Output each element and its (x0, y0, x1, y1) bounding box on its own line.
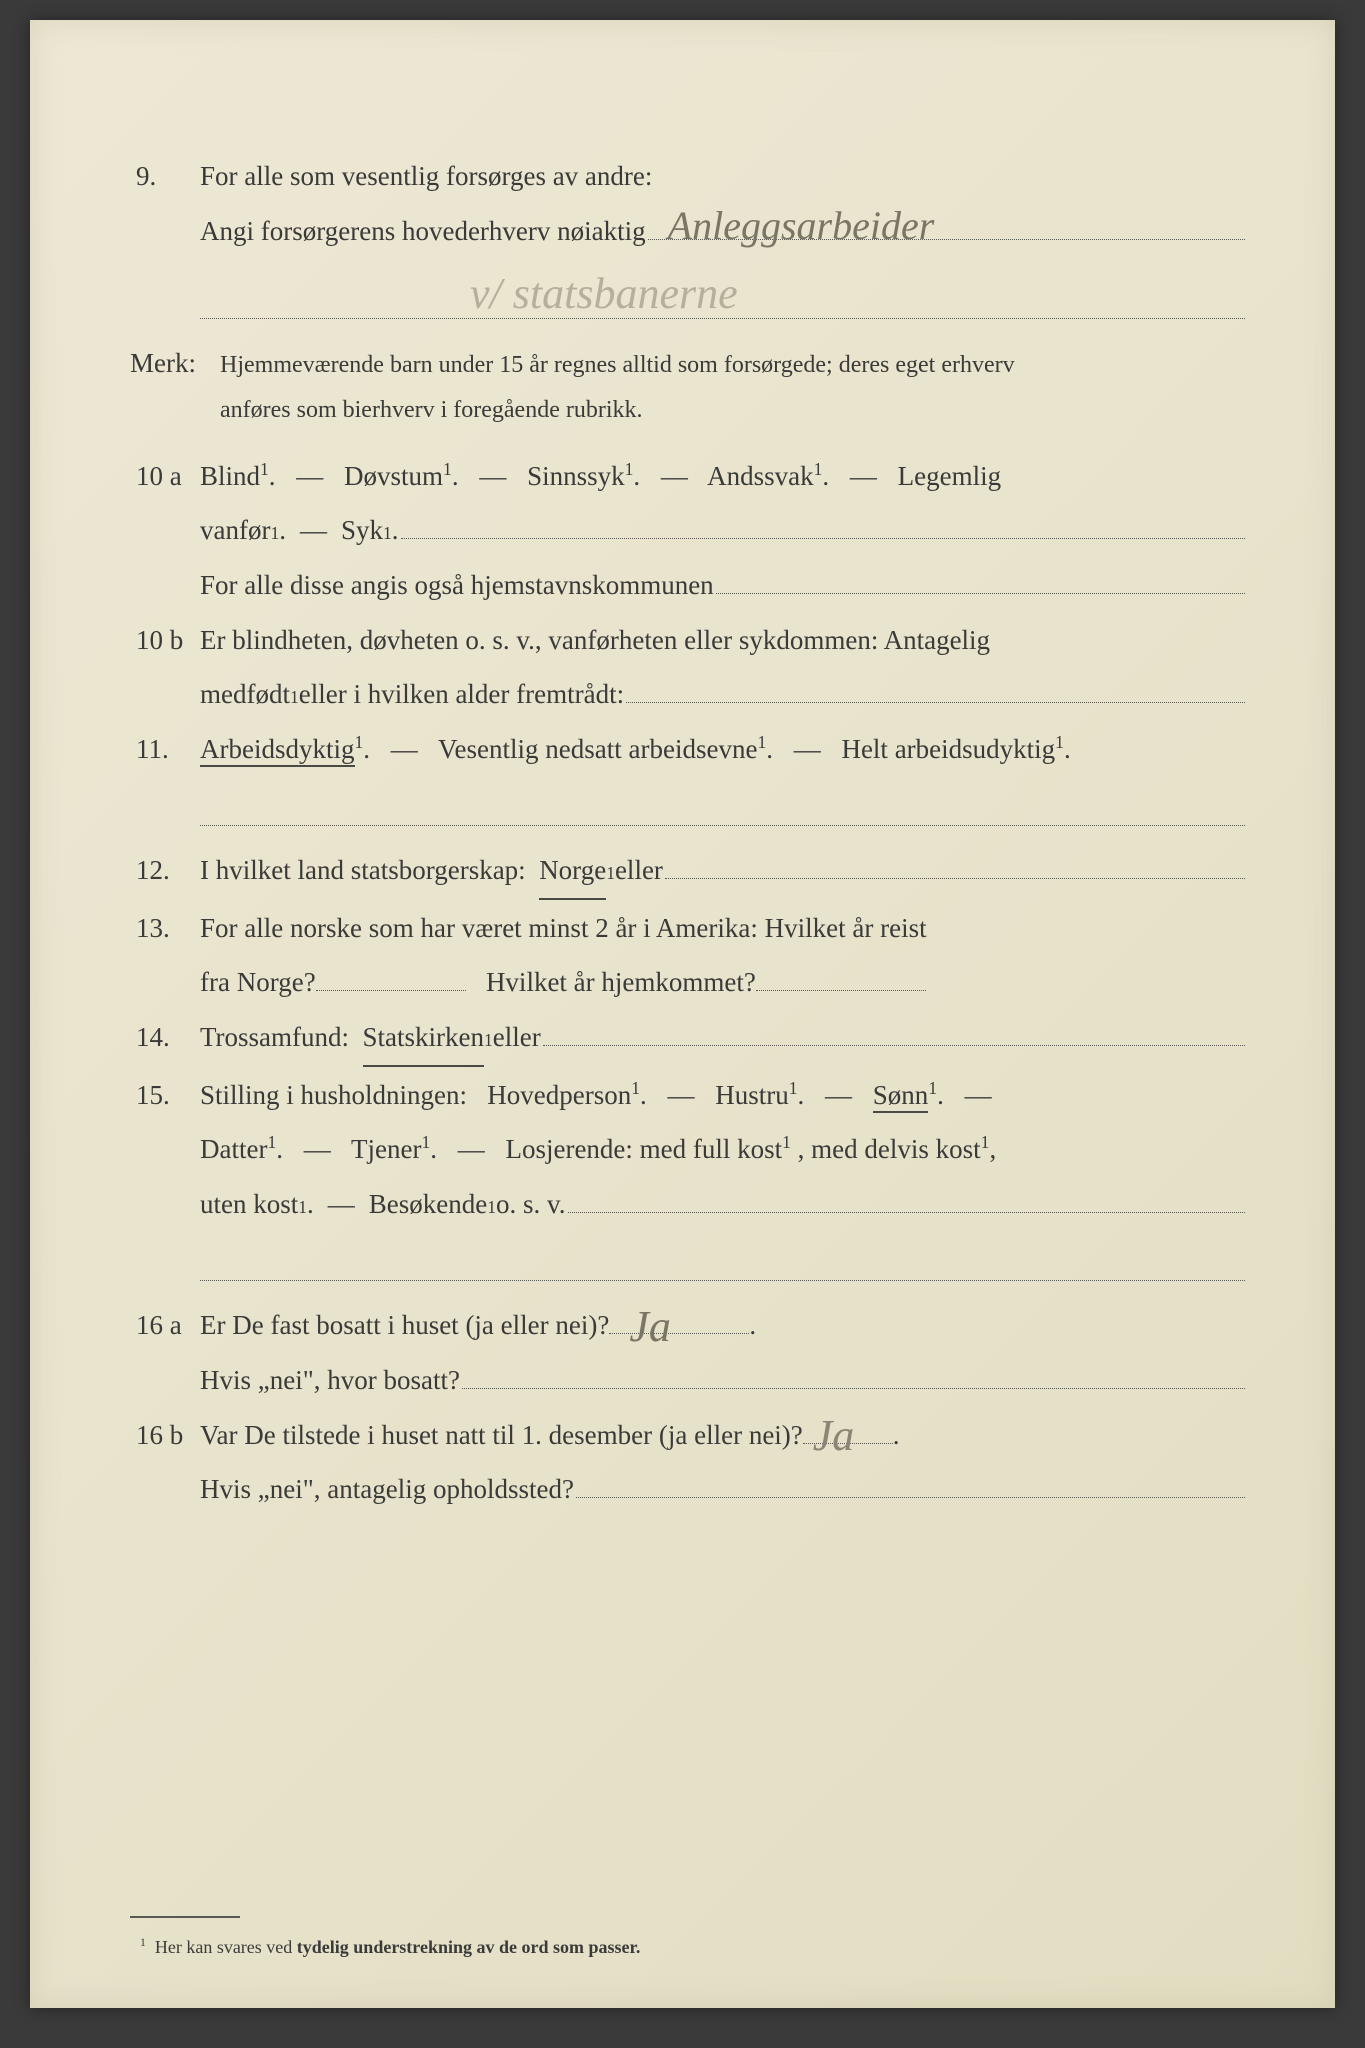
opt-losjerende: Losjerende: med full kost (505, 1134, 782, 1164)
opt-andssvak: Andssvak (707, 461, 814, 491)
opt-legemlig: Legemlig (898, 461, 1001, 491)
census-form-page: 9. For alle som vesentlig forsørges av a… (30, 20, 1335, 2008)
q15-line1: 15. Stilling i husholdningen: Hovedperso… (130, 1069, 1245, 1122)
q15-line3: uten kost1. — Besøkende1 o. s. v. (130, 1178, 1245, 1231)
footnote: 1 Her kan svares ved tydelig understrekn… (130, 1930, 1245, 1965)
opt-blind: Blind (200, 461, 260, 491)
q12-num: 12. (130, 844, 200, 897)
q11-line1: 11. Arbeidsdyktig1. — Vesentlig nedsatt … (130, 723, 1245, 776)
merk-row2: anføres som bierhverv i foregående rubri… (130, 391, 1245, 429)
merk-text1: Hjemmeværende barn under 15 år regnes al… (220, 346, 1015, 384)
q10a-fill1 (401, 512, 1245, 539)
q12-eller: eller (615, 844, 663, 897)
opt-syk: Syk (341, 504, 383, 557)
q16b-fill2 (576, 1471, 1245, 1498)
q10b-fill (626, 676, 1245, 703)
q10b-line1: 10 b Er blindheten, døvheten o. s. v., v… (130, 614, 1245, 667)
q16b-ja: Ja (813, 1393, 855, 1479)
q10b-medfodt: medfødt (200, 668, 290, 721)
q15-num: 15. (130, 1069, 200, 1122)
q16a-line1: 16 a Er De fast bosatt i huset (ja eller… (130, 1299, 1245, 1352)
q14-fill (543, 1019, 1245, 1046)
footnote-text2: tydelig understrekning av de ord som pas… (297, 1937, 641, 1957)
q16b-text1: Var De tilstede i huset natt til 1. dese… (200, 1409, 803, 1462)
opt-vanfor: vanfør (200, 504, 270, 557)
q9-text2: Angi forsørgerens hovederhverv nøiaktig (200, 205, 646, 258)
opt-arbeidsdyktig: Arbeidsdyktig (200, 734, 355, 767)
opt-besokende: Besøkende (369, 1178, 487, 1231)
q10b-text2b: eller i hvilken alder fremtrådt: (299, 668, 624, 721)
q10b-num: 10 b (130, 614, 200, 667)
q16b-fill1: Ja (803, 1419, 893, 1443)
q12-fill (665, 852, 1245, 879)
q10a-line3: For alle disse angis også hjemstavnskomm… (130, 559, 1245, 612)
opt-dovstum: Døvstum (344, 461, 443, 491)
q14-line: 14. Trossamfund: Statskirken1 eller (130, 1011, 1245, 1067)
opt-uten: uten kost (200, 1178, 298, 1231)
opt-hustru: Hustru (715, 1080, 789, 1110)
opt-datter: Datter (200, 1134, 267, 1164)
footnote-num: 1 (140, 1936, 146, 1949)
q15-line2: Datter1. — Tjener1. — Losjerende: med fu… (130, 1123, 1245, 1176)
footnote-rule (130, 1916, 240, 1918)
q9-fill1: Anleggsarbeider (648, 213, 1245, 240)
merk-row: Merk: Hjemmeværende barn under 15 år reg… (130, 337, 1245, 390)
merk-label: Merk: (130, 337, 220, 390)
q16a-fill1: Ja (609, 1310, 749, 1334)
q15-fill2 (200, 1233, 1245, 1282)
opt-norge: Norge (539, 844, 606, 900)
q16b-line1: 16 b Var De tilstede i huset natt til 1.… (130, 1409, 1245, 1462)
opt-statskirken: Statskirken (363, 1011, 485, 1067)
q12-line: 12. I hvilket land statsborgerskap: Norg… (130, 844, 1245, 900)
q9-handwritten2: v/ statsbanerne (470, 251, 738, 337)
q10a-num: 10 a (130, 450, 200, 503)
q15-osv: o. s. v. (496, 1178, 566, 1231)
merk-text2: anføres som bierhverv i foregående rubri… (220, 391, 643, 429)
q10b-text1: Er blindheten, døvheten o. s. v., vanfør… (200, 614, 1245, 667)
opt-sonn: Sønn (873, 1080, 929, 1113)
opt-sinnssyk: Sinnssyk (527, 461, 625, 491)
q13-text2b: Hvilket år hjemkommet? (486, 956, 756, 1009)
q11-num: 11. (130, 723, 200, 776)
q13-text2a: fra Norge? (200, 956, 316, 1009)
q10a-text3: For alle disse angis også hjemstavnskomm… (200, 559, 714, 612)
q13-fill1 (316, 967, 466, 991)
q16a-num: 16 a (130, 1299, 200, 1352)
q14-eller: eller (493, 1011, 541, 1064)
footnote-text1: Her kan svares ved (155, 1937, 297, 1957)
q13-line1: 13. For alle norske som har været minst … (130, 902, 1245, 955)
q12-text: I hvilket land statsborgerskap: (200, 844, 526, 897)
q10a-line1: 10 a Blind1. — Døvstum1. — Sinnssyk1. — … (130, 450, 1245, 503)
q15-text: Stilling i husholdningen: (200, 1080, 467, 1110)
q16a-line2: Hvis „nei", hvor bosatt? (130, 1354, 1245, 1407)
q16b-num: 16 b (130, 1409, 200, 1462)
q10b-line2: medfødt1 eller i hvilken alder fremtrådt… (130, 668, 1245, 721)
q13-fill2 (756, 967, 926, 991)
opt-nedsatt: Vesentlig nedsatt arbeidsevne (438, 734, 757, 764)
q14-text: Trossamfund: (200, 1011, 349, 1064)
q13-num: 13. (130, 902, 200, 955)
q16b-line2: Hvis „nei", antagelig opholdssted? (130, 1463, 1245, 1516)
q9-fill2: v/ statsbanerne (200, 259, 1245, 318)
q10a-line2: vanfør1. — Syk1. (130, 504, 1245, 557)
opt-delvis: , med delvis kost (798, 1134, 981, 1164)
opt-helt: Helt arbeidsudyktig (841, 734, 1055, 764)
q13-text1: For alle norske som har været minst 2 år… (200, 902, 1245, 955)
q16a-fill2 (462, 1362, 1245, 1389)
q16b-text2: Hvis „nei", antagelig opholdssted? (200, 1463, 574, 1516)
q11-fill (200, 778, 1245, 827)
q16a-ja: Ja (629, 1284, 671, 1370)
q15-fill1 (568, 1186, 1245, 1213)
q13-line2: fra Norge? Hvilket år hjemkommet? (130, 956, 1245, 1009)
q9-line2: Angi forsørgerens hovederhverv nøiaktig … (130, 205, 1245, 258)
q16a-text2: Hvis „nei", hvor bosatt? (200, 1354, 460, 1407)
q14-num: 14. (130, 1011, 200, 1064)
opt-hovedperson: Hovedperson (487, 1080, 631, 1110)
opt-tjener: Tjener (351, 1134, 421, 1164)
q16a-text1: Er De fast bosatt i huset (ja eller nei)… (200, 1299, 609, 1352)
q10a-fill2 (716, 567, 1245, 594)
q9-num: 9. (130, 150, 200, 203)
